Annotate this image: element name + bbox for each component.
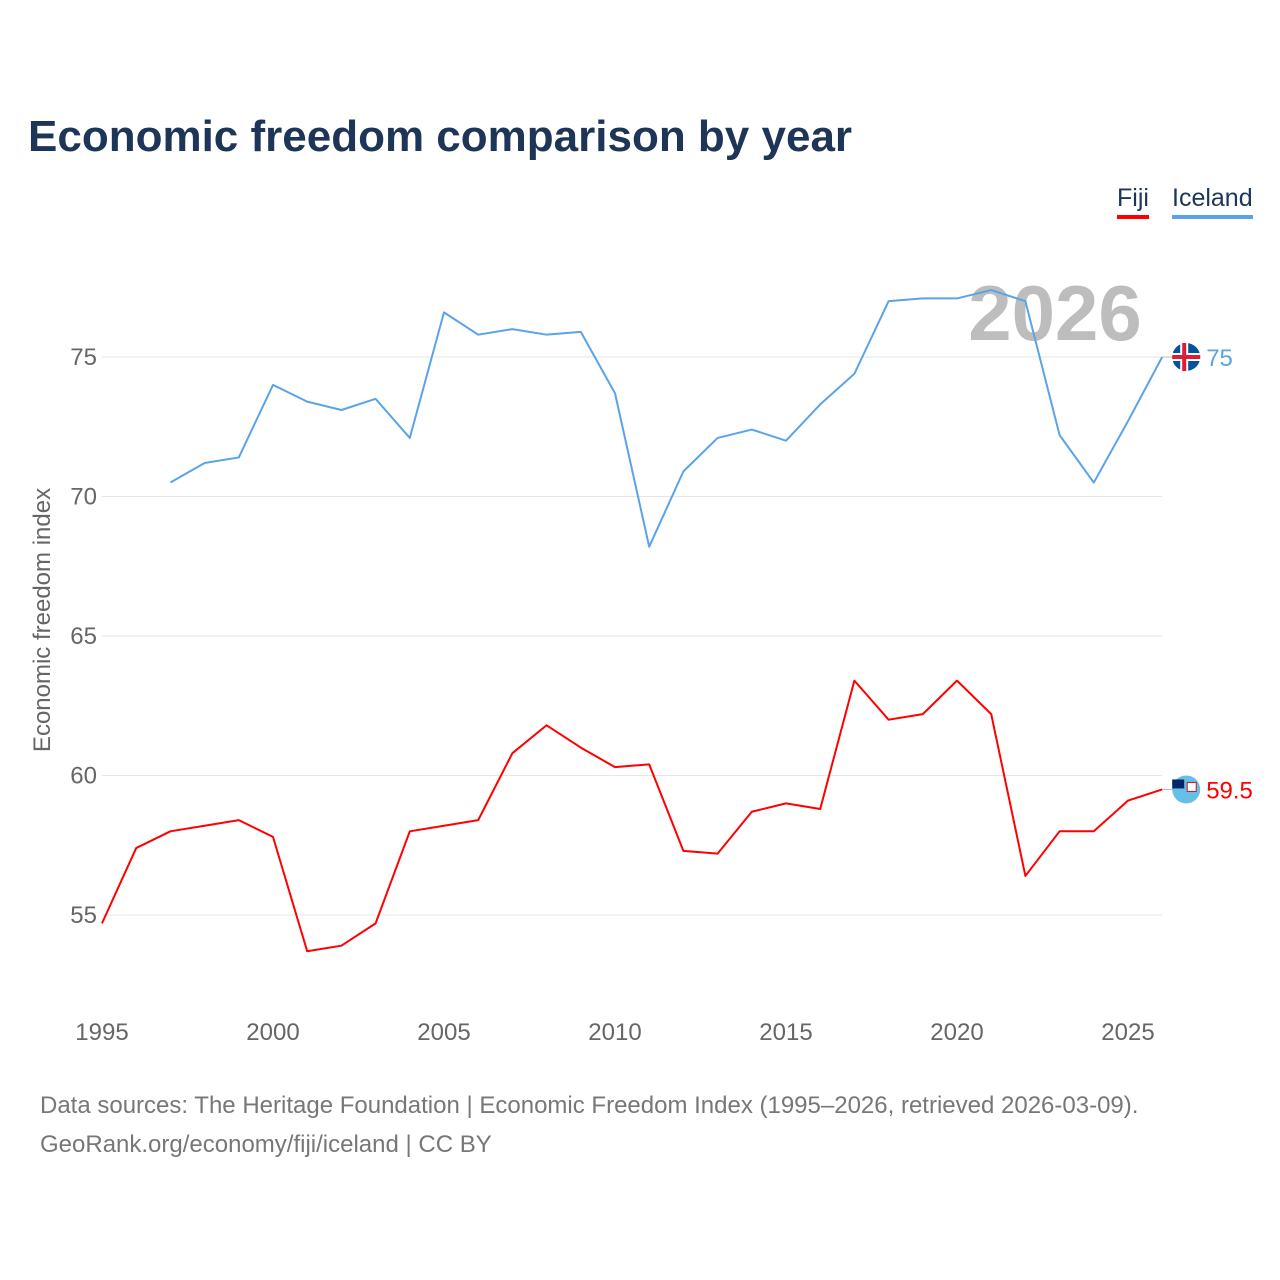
- y-tick-label: 65: [70, 623, 97, 650]
- x-tick-label: 2020: [930, 1019, 983, 1046]
- flag-union: [1172, 779, 1185, 789]
- y-tick-label: 75: [70, 344, 97, 371]
- series-line-iceland: [169, 289, 1164, 548]
- flag-cross: [1182, 343, 1187, 371]
- y-axis-label: Economic freedom index: [29, 488, 56, 752]
- x-tick-label: 2015: [759, 1019, 812, 1046]
- flag-shield: [1186, 781, 1197, 792]
- end-value-label-fiji: 59.5: [1206, 777, 1253, 804]
- chart-title: Economic freedom comparison by year: [28, 112, 853, 161]
- y-tick-label: 70: [70, 484, 97, 511]
- year-watermark: 2026: [968, 269, 1142, 357]
- x-tick-label: 2000: [246, 1019, 299, 1046]
- y-tick-label: 60: [70, 763, 97, 790]
- x-tick-label: 2010: [588, 1019, 641, 1046]
- iceland-flag-icon: [1172, 343, 1201, 371]
- legend-item-iceland[interactable]: Iceland: [1172, 184, 1253, 219]
- fiji-flag-icon: [1172, 775, 1201, 804]
- footer: Data sources: The Heritage Foundation | …: [40, 1086, 1138, 1164]
- legend-item-fiji[interactable]: Fiji: [1117, 184, 1149, 219]
- y-tick-label: 55: [70, 902, 97, 929]
- end-value-label-iceland: 75: [1206, 345, 1233, 372]
- attribution: GeoRank.org/economy/fiji/iceland | CC BY: [40, 1131, 492, 1158]
- series-line-fiji: [101, 679, 1163, 953]
- x-tick-label: 1995: [75, 1019, 128, 1046]
- x-tick-label: 2025: [1101, 1019, 1154, 1046]
- x-tick-label: 2005: [417, 1019, 470, 1046]
- source-note: Data sources: The Heritage Foundation | …: [40, 1092, 1139, 1119]
